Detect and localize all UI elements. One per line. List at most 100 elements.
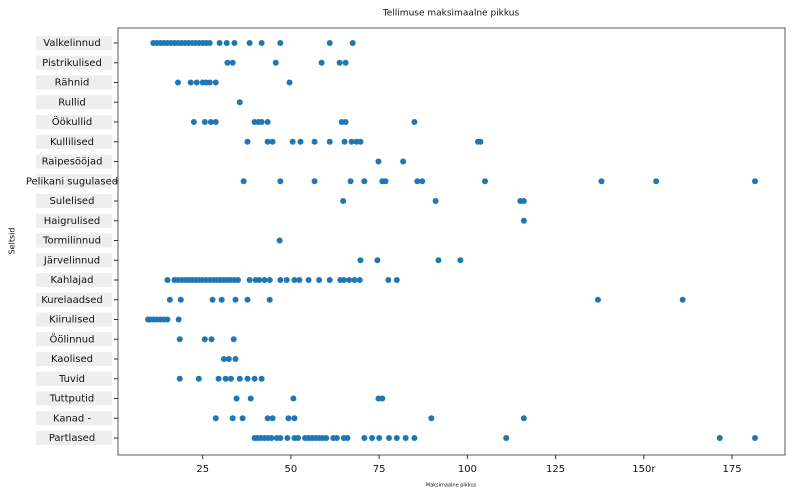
y-label-bg [36,194,112,208]
point [318,59,325,66]
point [284,435,291,441]
point [225,356,232,362]
point [212,415,219,422]
point [212,79,219,86]
point [261,277,268,283]
point [251,375,258,382]
point [375,158,382,165]
y-tick-label: Rähnid [55,78,90,89]
point [311,178,318,185]
point [305,277,312,283]
point [269,138,276,145]
point [201,119,208,125]
point [236,99,243,106]
point [268,435,275,441]
point [246,40,253,46]
point [294,435,301,441]
y-tick-label: Kaolised [51,354,93,365]
point [369,435,376,441]
point [379,395,386,402]
y-tick-label: Öölinnud [50,332,95,345]
point [247,395,254,402]
y-label-bg [36,253,112,268]
y-label-bg [36,115,112,129]
point [258,119,265,125]
y-label-bg [36,95,112,110]
point [385,277,392,283]
point [246,277,253,283]
y-label-bg [36,411,112,426]
point [376,435,383,441]
x-axis-label: Maksimaalne pikkus [426,483,477,489]
point [291,277,298,283]
point [258,40,265,46]
y-label-bg [36,154,112,169]
x-tick-label: 150r [632,464,656,475]
point [206,79,213,86]
point [187,79,194,86]
y-tick-label: Kahlajad [50,275,93,286]
point [382,178,389,185]
point [342,119,349,125]
point [201,336,208,343]
point [361,178,368,185]
point [323,435,330,441]
point [177,296,184,303]
point [236,375,243,382]
point [174,79,181,86]
point [357,257,364,264]
point [340,277,347,283]
point [206,40,213,46]
point [432,198,439,204]
point [356,277,363,283]
y-tick-label: Pistrikulised [42,58,102,69]
point [716,435,723,441]
y-label-bg [36,371,112,386]
point [351,277,358,283]
point [176,375,183,382]
point [266,277,273,283]
y-label-bg [36,352,112,366]
point [264,138,271,145]
y-tick-label: Valkelinnud [43,38,100,49]
point [297,138,304,145]
y-tick-label: Sulelised [50,196,95,207]
point [414,178,421,185]
point [679,296,686,303]
point [164,316,171,323]
y-tick-label: Pelikani sugulased [26,176,118,187]
point [594,296,601,303]
y-label-bg [36,292,112,307]
point [503,435,510,441]
point [277,435,284,441]
point [244,138,251,145]
point [752,435,759,441]
point [227,375,234,382]
point [374,257,381,264]
point [653,178,660,185]
x-tick-label: 100 [458,464,477,475]
point [240,178,247,185]
point [428,415,435,422]
chart-title: Tellimuse maksimaalne pikkus [382,9,520,19]
point [598,178,605,185]
point [326,138,333,145]
y-tick-label: Järvelinnud [43,255,100,266]
y-label-bg [36,36,112,50]
point [176,336,183,343]
point [344,435,351,441]
point [277,277,284,283]
point [244,296,251,303]
y-label-bg [36,332,112,347]
point [411,435,418,441]
y-tick-label: Tormilinnud [42,236,101,247]
point [349,40,356,46]
point [233,395,240,402]
y-tick-label: Tuttputid [49,394,95,405]
point [166,296,173,303]
y-label-bg [36,134,112,149]
point [193,79,200,86]
point [215,375,222,382]
